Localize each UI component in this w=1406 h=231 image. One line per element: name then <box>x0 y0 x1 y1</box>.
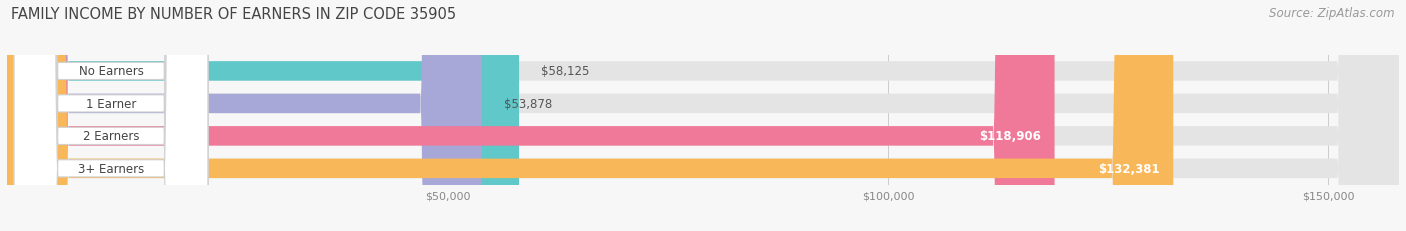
FancyBboxPatch shape <box>7 0 1054 231</box>
Text: $118,906: $118,906 <box>980 130 1042 143</box>
Text: 3+ Earners: 3+ Earners <box>77 162 143 175</box>
FancyBboxPatch shape <box>14 0 208 231</box>
FancyBboxPatch shape <box>7 0 1399 231</box>
Text: 2 Earners: 2 Earners <box>83 130 139 143</box>
FancyBboxPatch shape <box>14 0 208 231</box>
FancyBboxPatch shape <box>7 0 1173 231</box>
Text: FAMILY INCOME BY NUMBER OF EARNERS IN ZIP CODE 35905: FAMILY INCOME BY NUMBER OF EARNERS IN ZI… <box>11 7 457 22</box>
Text: $53,878: $53,878 <box>503 97 553 110</box>
FancyBboxPatch shape <box>14 0 208 231</box>
Text: $132,381: $132,381 <box>1098 162 1160 175</box>
FancyBboxPatch shape <box>14 0 208 231</box>
Text: 1 Earner: 1 Earner <box>86 97 136 110</box>
FancyBboxPatch shape <box>7 0 519 231</box>
FancyBboxPatch shape <box>7 0 1399 231</box>
Text: No Earners: No Earners <box>79 65 143 78</box>
FancyBboxPatch shape <box>7 0 482 231</box>
Text: $58,125: $58,125 <box>541 65 589 78</box>
FancyBboxPatch shape <box>7 0 1399 231</box>
Text: Source: ZipAtlas.com: Source: ZipAtlas.com <box>1270 7 1395 20</box>
FancyBboxPatch shape <box>7 0 1399 231</box>
